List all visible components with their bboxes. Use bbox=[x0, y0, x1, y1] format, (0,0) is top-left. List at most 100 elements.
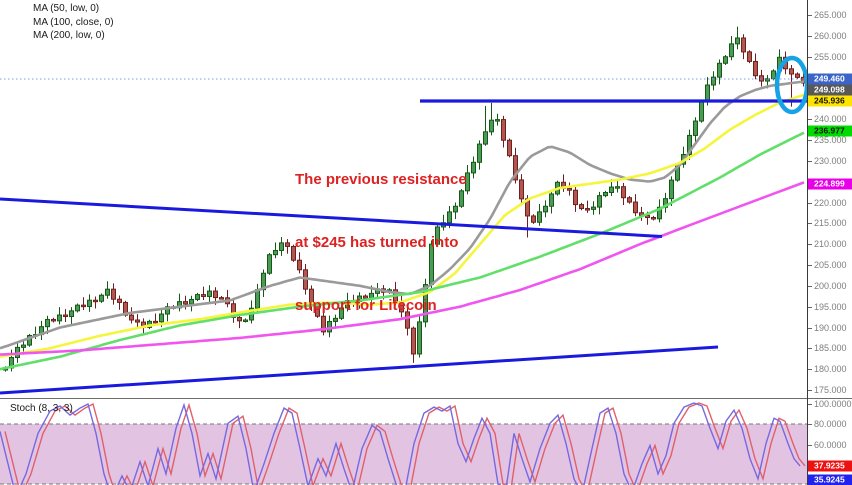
candle-up bbox=[603, 192, 608, 197]
candle-down bbox=[285, 242, 290, 247]
candle-up bbox=[417, 321, 422, 355]
candle-down bbox=[585, 208, 590, 211]
candle-up bbox=[207, 290, 212, 297]
candle-up bbox=[489, 119, 494, 133]
candle-up bbox=[459, 190, 464, 207]
candle-down bbox=[129, 314, 134, 321]
ma-legend-line-2: MA (100, close, 0) bbox=[33, 16, 114, 28]
annotation-line-3: support for Litecoin bbox=[295, 297, 437, 314]
candle-down bbox=[291, 245, 296, 261]
candle-up bbox=[495, 119, 500, 122]
price-tick-label: 175.000 bbox=[814, 385, 847, 395]
axis-tick-mark bbox=[808, 404, 812, 405]
candle-up bbox=[771, 70, 776, 80]
candle-up bbox=[273, 249, 278, 256]
candle-up bbox=[765, 78, 770, 82]
price-panel bbox=[0, 26, 807, 395]
candle-down bbox=[579, 204, 584, 210]
panel-separator[interactable] bbox=[0, 398, 852, 399]
price-tick-label: 195.000 bbox=[814, 302, 847, 312]
candle-up bbox=[549, 193, 554, 207]
ma-yellow-line bbox=[0, 93, 805, 358]
candle-down bbox=[789, 68, 794, 75]
candle-up bbox=[423, 284, 428, 323]
candle-down bbox=[321, 315, 326, 333]
candle-down bbox=[513, 155, 518, 181]
candle-up bbox=[87, 299, 92, 307]
candle-up bbox=[45, 318, 50, 328]
candle-up bbox=[21, 344, 26, 348]
candle-up bbox=[69, 310, 74, 318]
upper-channel-trendline[interactable] bbox=[0, 197, 663, 238]
stoch-value-label: 37.9235 bbox=[808, 460, 852, 472]
candle-up bbox=[699, 101, 704, 122]
candle-down bbox=[753, 60, 758, 77]
axis-tick-mark bbox=[808, 390, 812, 391]
candle-down bbox=[795, 73, 800, 78]
candle-down bbox=[93, 299, 98, 303]
stoch-main-line bbox=[0, 402, 801, 485]
candle-up bbox=[477, 143, 482, 163]
price-tick-label: 260.000 bbox=[814, 31, 847, 41]
candle-up bbox=[735, 37, 740, 45]
candle-down bbox=[81, 304, 86, 308]
candle-up bbox=[657, 206, 662, 220]
candle-up bbox=[333, 317, 338, 322]
candle-down bbox=[519, 179, 524, 200]
candle-down bbox=[633, 201, 638, 214]
candle-up bbox=[615, 186, 620, 189]
candle-up bbox=[669, 179, 674, 200]
candle-up bbox=[543, 205, 548, 213]
candle-up bbox=[159, 313, 164, 323]
candle-up bbox=[57, 314, 62, 322]
candle-down bbox=[501, 119, 506, 141]
candle-up bbox=[729, 43, 734, 58]
price-axis-line bbox=[807, 0, 808, 485]
price-tick-label: 185.000 bbox=[814, 343, 847, 353]
candle-up bbox=[189, 298, 194, 305]
stoch-band bbox=[0, 424, 807, 484]
price-tick-label: 255.000 bbox=[814, 52, 847, 62]
candle-up bbox=[165, 306, 170, 315]
candle-down bbox=[135, 319, 140, 323]
axis-tick-mark bbox=[808, 307, 812, 308]
candle-up bbox=[327, 320, 332, 333]
candle-down bbox=[219, 297, 224, 300]
stoch-signal-line bbox=[4, 402, 806, 485]
candle-up bbox=[471, 161, 476, 174]
axis-tick-mark bbox=[808, 161, 812, 162]
candle-down bbox=[573, 189, 578, 206]
ma-legend: MA (50, low, 0) MA (100, close, 0) MA (2… bbox=[33, 2, 114, 43]
candle-up bbox=[195, 294, 200, 300]
highlight-ellipse[interactable] bbox=[774, 55, 807, 115]
candle-up bbox=[243, 319, 248, 323]
price-tick-label: 80.0000 bbox=[814, 419, 847, 429]
axis-tick-mark bbox=[808, 244, 812, 245]
text-annotation[interactable]: The previous resistance at $245 has turn… bbox=[295, 127, 467, 358]
candle-down bbox=[111, 288, 116, 300]
axis-tick-mark bbox=[808, 15, 812, 16]
candle-down bbox=[183, 301, 188, 305]
candle-up bbox=[261, 272, 266, 291]
candle-up bbox=[339, 307, 344, 319]
stoch-indicator-label: Stoch (8, 3, 3) bbox=[10, 403, 73, 414]
candle-up bbox=[435, 226, 440, 245]
candle-down bbox=[627, 197, 632, 203]
candle-down bbox=[759, 75, 764, 82]
price-tick-label: 205.000 bbox=[814, 260, 847, 270]
price-tick-label: 240.000 bbox=[814, 114, 847, 124]
axis-tick-mark bbox=[808, 445, 812, 446]
candle-down bbox=[153, 320, 158, 324]
ma-green-line bbox=[0, 131, 805, 371]
candle-up bbox=[537, 211, 542, 223]
lower-channel-trendline[interactable] bbox=[0, 345, 719, 395]
price-tick-label: 180.000 bbox=[814, 364, 847, 374]
ma-legend-line-3: MA (200, low, 0) bbox=[33, 30, 105, 41]
price-tick-label: 210.000 bbox=[814, 239, 847, 249]
candle-up bbox=[447, 211, 452, 224]
candle-up bbox=[465, 172, 470, 192]
candle-down bbox=[213, 290, 218, 299]
axis-tick-mark bbox=[808, 36, 812, 37]
